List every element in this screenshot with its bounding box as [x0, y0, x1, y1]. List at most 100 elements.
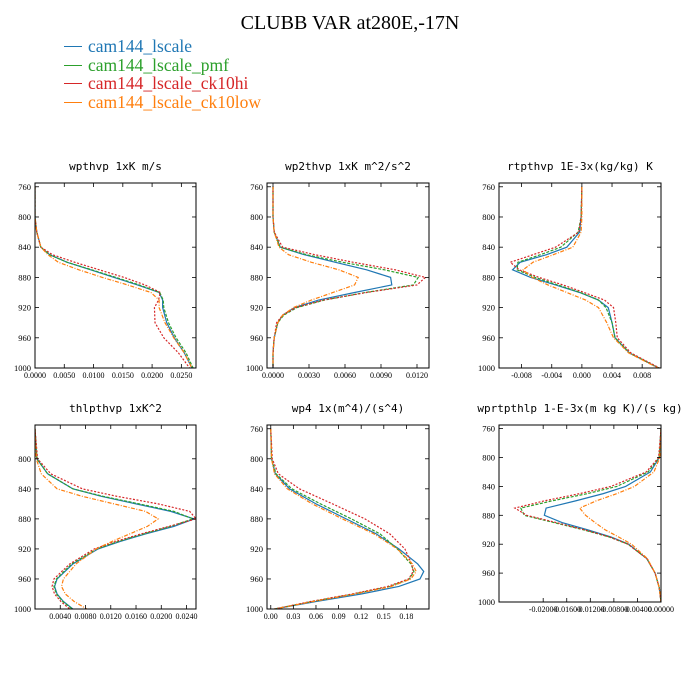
x-tick-label: 0.0030 — [298, 371, 320, 380]
x-tick-label: 0.0090 — [370, 371, 392, 380]
x-tick-label: 0.00000 — [648, 605, 674, 614]
x-tick-label: 0.0160 — [125, 612, 147, 621]
y-tick-label: 960 — [18, 574, 31, 584]
chart-panel: rtpthvp 1E-3x(kg/kg) K 760 800 840 880 920 960… — [478, 160, 662, 380]
legend-swatch — [64, 64, 82, 66]
y-tick-label: 920 — [18, 303, 31, 313]
panel-title: wp4 1x(m^4)/(s^4) — [292, 402, 405, 415]
y-tick-label: 920 — [250, 544, 263, 554]
plot-frame — [498, 182, 662, 369]
series-line — [35, 186, 193, 368]
y-tick-label: 960 — [482, 568, 495, 578]
series-line — [578, 428, 661, 602]
chart-panel: wpthvp 1xK m/s76080084088092096010000.00… — [14, 160, 197, 380]
y-tick-label: 920 — [250, 303, 263, 313]
y-tick-label: 840 — [482, 481, 495, 491]
figure-title: CLUBB VAR at280E,-17N — [240, 12, 460, 34]
panel-series — [272, 186, 427, 368]
y-tick-label: 840 — [250, 484, 263, 494]
series-line — [35, 428, 160, 609]
series-line — [35, 428, 196, 609]
x-tick-label: -0.02000 — [529, 605, 558, 614]
legend-label: cam144_lscale — [88, 36, 192, 56]
panel-title: rtpthvp 1E-3x(kg/kg) K — [507, 160, 653, 173]
y-tick-label: 880 — [482, 272, 495, 282]
y-tick-label: 800 — [482, 212, 495, 222]
x-tick-label: 0.00 — [264, 612, 278, 621]
x-tick-label: 0.0060 — [334, 371, 356, 380]
plot-frame — [34, 424, 197, 610]
panel-series — [513, 428, 661, 602]
series-line — [522, 186, 659, 368]
x-tick-label: 0.004 — [603, 371, 621, 380]
y-tick-label: 760 — [482, 424, 495, 434]
x-tick-label: 0.0000 — [24, 371, 46, 380]
x-tick-label: 0.06 — [309, 612, 323, 621]
y-tick-label: 760 — [250, 182, 263, 192]
series-line — [272, 186, 427, 368]
series-line — [272, 186, 393, 368]
x-tick-label: 0.09 — [332, 612, 346, 621]
series-line — [543, 428, 661, 602]
x-tick-label: -0.00800 — [600, 605, 629, 614]
series-line — [513, 428, 661, 602]
y-tick-label: 1000 — [14, 604, 31, 614]
y-tick-label: 1000 — [246, 363, 263, 373]
x-tick-label: 0.03 — [286, 612, 300, 621]
y-tick-label: 920 — [482, 303, 495, 313]
y-tick-label: 920 — [18, 544, 31, 554]
series-line — [35, 186, 193, 368]
x-tick-label: 0.0120 — [406, 371, 428, 380]
x-tick-label: -0.01600 — [552, 605, 581, 614]
x-tick-label: 0.0120 — [100, 612, 122, 621]
y-tick-label: 800 — [250, 454, 263, 464]
y-tick-label: 1000 — [246, 604, 263, 614]
chart-panel: wp4 1x(m^4)/(s^4)76080084088092096010000… — [246, 402, 430, 621]
legend-swatch — [64, 83, 82, 85]
series-line — [35, 186, 194, 368]
y-tick-label: 800 — [250, 212, 263, 222]
x-tick-label: 0.12 — [354, 612, 368, 621]
legend-label: cam144_lscale_ck10low — [88, 91, 262, 112]
y-tick-label: 880 — [18, 514, 31, 524]
panel-series — [270, 428, 425, 609]
y-tick-label: 960 — [482, 333, 495, 343]
x-tick-label: -0.00400 — [623, 605, 652, 614]
series-line — [270, 428, 425, 609]
x-tick-label: 0.0050 — [53, 371, 75, 380]
x-tick-label: 0.000 — [573, 371, 591, 380]
y-tick-label: 840 — [482, 242, 495, 252]
chart-panel: thlpthvp 1xK^2 800 840 880 920 960 1000 0.0040 0… — [14, 402, 198, 621]
series-line — [270, 428, 414, 609]
x-tick-label: -0.01200 — [576, 605, 605, 614]
y-tick-label: 880 — [250, 514, 263, 524]
panel-title: wpthvp 1xK m/s — [69, 160, 162, 173]
x-tick-label: 0.15 — [377, 612, 391, 621]
y-tick-label: 840 — [18, 242, 31, 252]
plot-frame — [498, 424, 662, 603]
y-tick-label: 800 — [18, 454, 31, 464]
legend-label: cam144_lscale_ck10hi — [88, 73, 249, 93]
y-tick-label: 960 — [250, 574, 263, 584]
panel-title: wp2thvp 1xK m^2/s^2 — [285, 160, 411, 173]
x-tick-label: 0.008 — [633, 371, 651, 380]
series-line — [519, 428, 661, 602]
series-line — [509, 186, 660, 368]
panel-title: wprtpthlp 1-E-3x(m kg K)/(s kg) — [477, 402, 682, 415]
x-tick-label: -0.008 — [511, 371, 532, 380]
series-line — [35, 428, 196, 609]
y-tick-label: 880 — [250, 272, 263, 282]
y-tick-label: 960 — [250, 333, 263, 343]
legend-item: cam144_lscale — [64, 37, 261, 56]
series-line — [270, 428, 415, 609]
x-tick-label: -0.004 — [541, 371, 562, 380]
y-tick-label: 880 — [18, 272, 31, 282]
y-tick-label: 880 — [482, 510, 495, 520]
x-tick-label: 0.0080 — [75, 612, 97, 621]
y-tick-label: 920 — [482, 539, 495, 549]
legend-label: cam144_lscale_pmf — [88, 54, 229, 75]
y-tick-label: 1000 — [14, 363, 31, 373]
y-tick-label: 840 — [18, 484, 31, 494]
y-tick-label: 1000 — [478, 597, 495, 607]
legend-swatch — [64, 101, 82, 103]
